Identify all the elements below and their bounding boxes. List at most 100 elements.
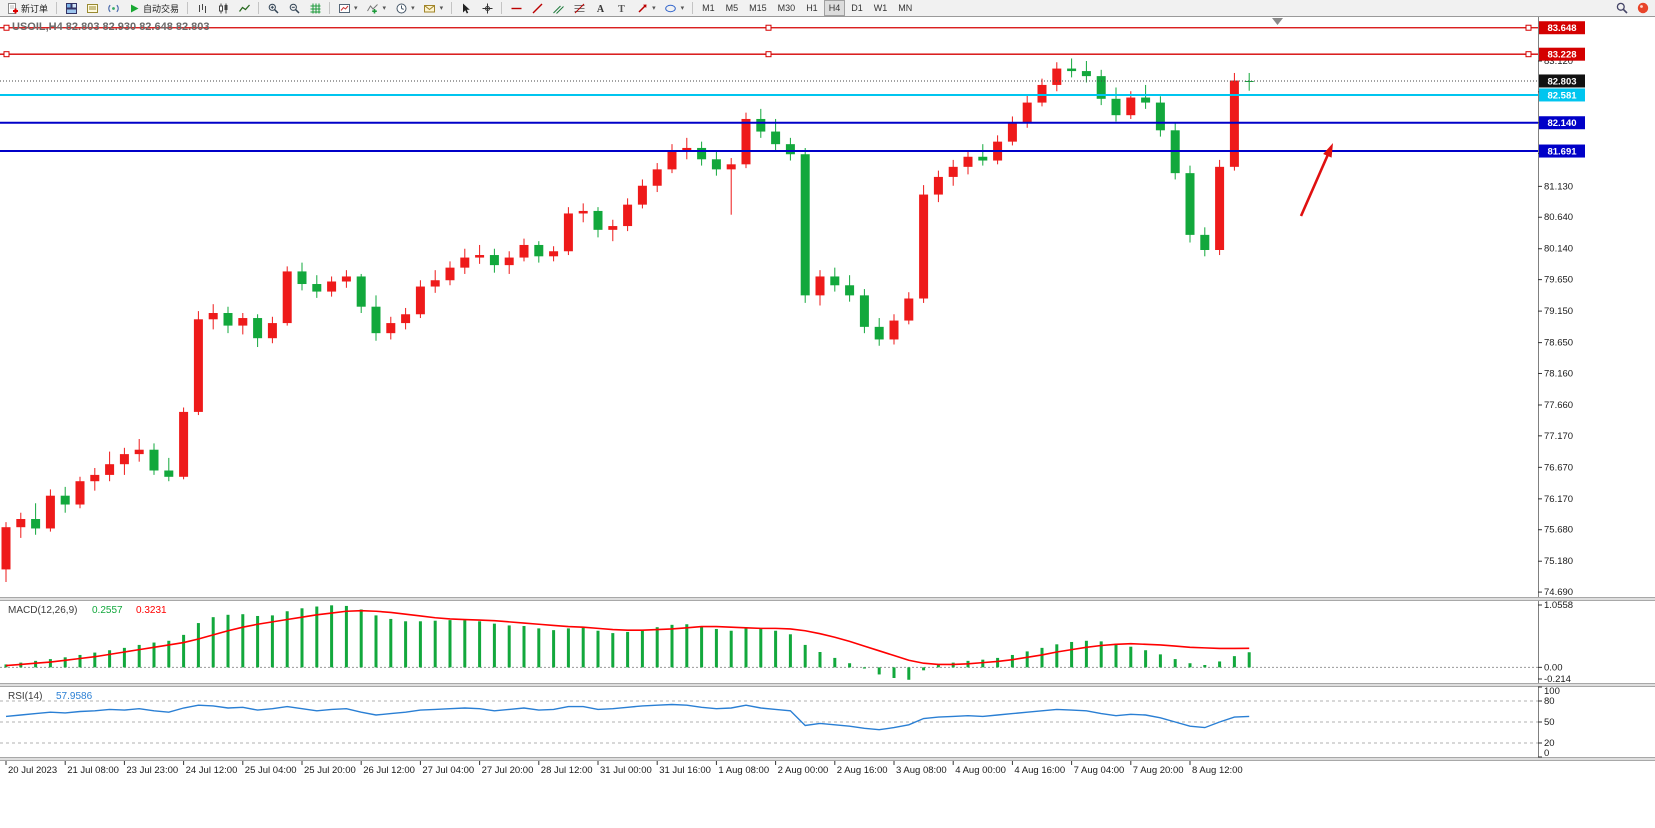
trendline-tool-button[interactable] — [527, 1, 547, 16]
toolbar: 新订单 自动交易 ▾ ▾ ▾ ▾ A T ▾ ▾ M1 M5 M15 M30 H… — [0, 0, 1655, 17]
zoom-in-icon — [267, 2, 279, 14]
svg-text:75.180: 75.180 — [1544, 556, 1573, 567]
notification-icon — [1637, 2, 1649, 14]
svg-text:4 Aug 00:00: 4 Aug 00:00 — [955, 765, 1006, 776]
timeframe-m15[interactable]: M15 — [749, 3, 767, 13]
svg-text:77.170: 77.170 — [1544, 431, 1573, 442]
separator — [56, 2, 58, 14]
rsi-label: RSI(14) — [8, 691, 42, 702]
svg-text:80.640: 80.640 — [1544, 212, 1573, 223]
svg-text:79.150: 79.150 — [1544, 306, 1573, 317]
timeframe-w1[interactable]: W1 — [873, 3, 888, 13]
arrows-tool-button[interactable]: ▾ — [632, 1, 660, 16]
svg-text:82.140: 82.140 — [1547, 118, 1576, 129]
timeframe-m5[interactable]: M5 — [725, 3, 739, 13]
channel-icon — [552, 2, 564, 14]
channel-tool-button[interactable] — [548, 1, 568, 16]
svg-text:50: 50 — [1544, 717, 1555, 728]
separator — [501, 2, 503, 14]
separator — [692, 2, 694, 14]
trend-arrow-annotation[interactable] — [1299, 143, 1333, 217]
svg-text:0.00: 0.00 — [1544, 662, 1563, 673]
charts-tile-icon — [65, 2, 77, 14]
timeframe-h4[interactable]: H4 — [823, 0, 846, 16]
svg-text:79.650: 79.650 — [1544, 275, 1573, 286]
grid-button[interactable] — [305, 1, 325, 16]
zoom-out-button[interactable] — [284, 1, 304, 16]
timeframe-d1[interactable]: D1 — [851, 3, 863, 13]
separator — [187, 2, 189, 14]
horizontal-lines[interactable] — [0, 24, 1538, 153]
line-chart-icon — [238, 2, 250, 14]
dropdown-caret: ▾ — [354, 5, 358, 12]
chart-title: USOIL,H4 82.803 82.930 82.648 82.803 — [12, 21, 210, 33]
svg-text:24 Jul 12:00: 24 Jul 12:00 — [186, 765, 238, 776]
dropdown-caret: ▾ — [652, 5, 656, 12]
shapes-tool-button[interactable]: ▾ — [661, 1, 689, 16]
cursor-tool-button[interactable] — [456, 1, 476, 16]
new-order-button[interactable]: 新订单 — [2, 1, 52, 16]
signals-button[interactable] — [103, 1, 123, 16]
separator — [258, 2, 260, 14]
search-button[interactable] — [1612, 1, 1632, 16]
crosshair-icon — [481, 2, 493, 14]
timeframe-h1[interactable]: H1 — [806, 3, 818, 13]
svg-text:25 Jul 04:00: 25 Jul 04:00 — [245, 765, 297, 776]
timeframe-m30[interactable]: M30 — [777, 3, 796, 13]
svg-text:100: 100 — [1544, 686, 1560, 697]
timeframe-m1[interactable]: M1 — [702, 3, 715, 13]
svg-text:3 Aug 08:00: 3 Aug 08:00 — [896, 765, 947, 776]
label-icon: T — [615, 2, 627, 14]
indicators-icon — [367, 2, 379, 14]
svg-text:31 Jul 16:00: 31 Jul 16:00 — [659, 765, 711, 776]
svg-text:81.691: 81.691 — [1547, 147, 1577, 158]
new-order-label: 新订单 — [21, 3, 49, 14]
market-watch-icon — [86, 2, 98, 14]
line-chart-type-button[interactable] — [234, 1, 254, 16]
notifications-button[interactable] — [1633, 1, 1653, 16]
svg-text:76.670: 76.670 — [1544, 462, 1573, 473]
text-tool-button[interactable]: A — [590, 1, 610, 16]
label-tool-button[interactable]: T — [611, 1, 631, 16]
hline-tool-button[interactable] — [506, 1, 526, 16]
fibonacci-tool-button[interactable] — [569, 1, 589, 16]
bar-chart-type-button[interactable] — [192, 1, 212, 16]
price-axis: 83.12082.63082.14081.65081.13080.64080.1… — [1538, 56, 1573, 598]
candles — [1, 58, 1254, 583]
svg-text:8 Aug 12:00: 8 Aug 12:00 — [1192, 765, 1243, 776]
arrow-tool-icon — [636, 2, 648, 14]
auto-trading-button[interactable]: 自动交易 — [124, 1, 183, 16]
svg-text:78.650: 78.650 — [1544, 338, 1573, 349]
svg-text:82.581: 82.581 — [1547, 90, 1577, 101]
chart-shift-marker[interactable] — [1272, 18, 1283, 25]
svg-text:0: 0 — [1544, 748, 1549, 759]
svg-text:83.120: 83.120 — [1544, 56, 1573, 67]
separator — [329, 2, 331, 14]
svg-text:1.0558: 1.0558 — [1544, 600, 1573, 611]
clock-icon — [395, 2, 407, 14]
svg-text:28 Jul 12:00: 28 Jul 12:00 — [541, 765, 593, 776]
svg-text:77.660: 77.660 — [1544, 400, 1573, 411]
candlestick-type-button[interactable] — [213, 1, 233, 16]
candlestick-icon — [217, 2, 229, 14]
templates-button[interactable]: ▾ — [420, 1, 448, 16]
new-chart-button[interactable]: ▾ — [334, 1, 362, 16]
timeframe-mn[interactable]: MN — [898, 3, 913, 13]
templates-icon — [424, 2, 436, 14]
svg-text:-0.214: -0.214 — [1544, 674, 1571, 685]
svg-text:57.9586: 57.9586 — [56, 691, 93, 702]
market-watch-button[interactable] — [82, 1, 102, 16]
horizontal-line-icon — [510, 2, 522, 14]
svg-text:78.160: 78.160 — [1544, 368, 1573, 379]
periods-button[interactable]: ▾ — [391, 1, 419, 16]
charts-tile-button[interactable] — [61, 1, 81, 16]
zoom-in-button[interactable] — [263, 1, 283, 16]
svg-text:75.680: 75.680 — [1544, 525, 1573, 536]
svg-text:80: 80 — [1544, 696, 1555, 707]
crosshair-tool-button[interactable] — [477, 1, 497, 16]
svg-text:76.170: 76.170 — [1544, 494, 1573, 505]
svg-text:26 Jul 12:00: 26 Jul 12:00 — [363, 765, 415, 776]
indicators-button[interactable]: ▾ — [363, 1, 391, 16]
